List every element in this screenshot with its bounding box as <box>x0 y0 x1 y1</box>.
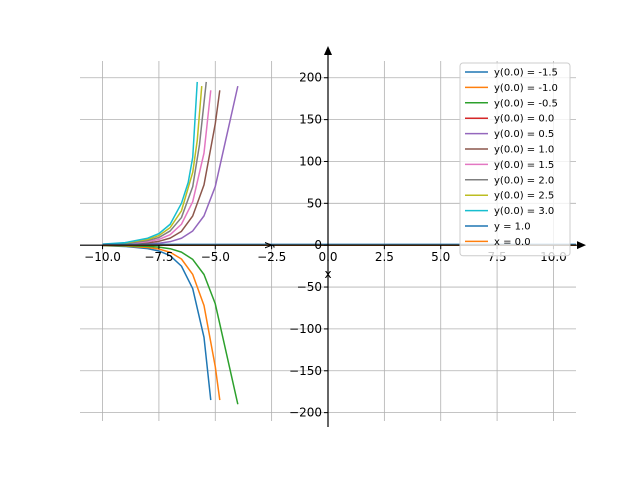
y-tick-label: 200 <box>299 71 322 85</box>
legend-entry: y(0.0) = 2.0 <box>494 175 554 186</box>
legend-entry: y(0.0) = 3.0 <box>494 206 554 217</box>
legend-entry: y(0.0) = 2.5 <box>494 191 554 202</box>
x-axis-label: x <box>324 267 331 281</box>
y-tick-label: 150 <box>299 113 322 127</box>
tick-labels: −10.0 −7.5 −5.0 −2.5 0.0 2.5 5.0 7.5 10.0−200−15… <box>84 71 567 420</box>
x-tick-label: 2.5 <box>375 250 394 264</box>
legend-entry: y = 1.0 <box>494 222 531 233</box>
y-tick-label: −50 <box>297 280 322 294</box>
y-tick-label: −150 <box>289 364 322 378</box>
legend-entry: y(0.0) = -1.5 <box>494 68 558 79</box>
x-axis-arrowhead <box>577 241 586 250</box>
legend-box <box>459 62 571 257</box>
series-line-0 <box>102 244 212 401</box>
legend-entry: y(0.0) = 0.5 <box>494 129 554 140</box>
y-tick-label: −200 <box>289 406 322 420</box>
y-tick-label: 50 <box>307 196 322 210</box>
x-tick-label: −7.5 <box>144 250 173 264</box>
legend-entry: y(0.0) = 1.0 <box>494 145 554 156</box>
y-axis-arrowhead <box>324 46 332 55</box>
series-line-7 <box>102 81 207 246</box>
x-tick-label: −2.5 <box>257 250 286 264</box>
x-tick-label: 5.0 <box>431 250 450 264</box>
legend-entry: y(0.0) = 1.5 <box>494 160 554 171</box>
series-line-9 <box>102 81 198 245</box>
legend-entry: y(0.0) = -0.5 <box>494 98 558 109</box>
y-tick-label: −100 <box>289 322 322 336</box>
series-line-2 <box>102 244 239 405</box>
y-tick-label: 0 <box>314 238 322 252</box>
x-tick-label: −5.0 <box>201 250 230 264</box>
x-tick-label: −10.0 <box>84 250 121 264</box>
series-line-6 <box>102 90 212 246</box>
series-line-8 <box>102 86 203 246</box>
y-tick-label: 100 <box>299 154 322 168</box>
legend-entry: y(0.0) = -1.0 <box>494 83 558 94</box>
series-line-1 <box>102 244 221 401</box>
y-axis-label: y <box>261 242 275 249</box>
x-tick-label: 0.0 <box>318 250 337 264</box>
legend-entry: y(0.0) = 0.0 <box>494 114 554 125</box>
legend-entry: x = 0.0 <box>494 237 531 248</box>
legend: y(0.0) = -1.5 y(0.0) = -1.0 y(0.0) = -0.5 y… <box>459 62 571 257</box>
